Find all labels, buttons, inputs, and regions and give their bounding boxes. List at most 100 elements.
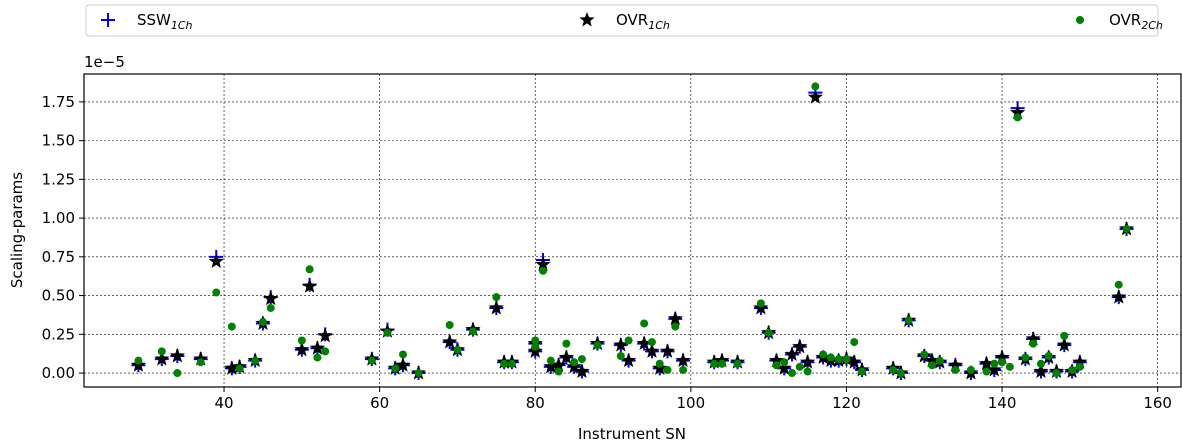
- data-point: [317, 327, 333, 343]
- data-point: [570, 358, 579, 367]
- data-point: [644, 343, 660, 358]
- data-point: [391, 364, 400, 373]
- data-point: [924, 352, 940, 368]
- data-point: [1021, 353, 1030, 362]
- data-point: [846, 354, 862, 369]
- y-tick-label: 0.50: [42, 287, 75, 305]
- data-point: [819, 350, 828, 359]
- data-point: [896, 369, 905, 378]
- data-point: [756, 299, 765, 308]
- data-point: [659, 343, 676, 358]
- data-point: [235, 364, 244, 373]
- plot-frame: [83, 73, 1182, 388]
- data-point: [558, 349, 574, 365]
- x-axis-label: Instrument SN: [578, 425, 686, 443]
- data-point: [1060, 331, 1069, 340]
- data-point: [577, 355, 586, 364]
- legend-marker: [1076, 16, 1084, 24]
- data-point: [453, 345, 462, 354]
- data-point: [469, 327, 478, 336]
- data-point: [263, 290, 279, 306]
- legend-frame: [85, 4, 1159, 37]
- series-circle: [134, 82, 1131, 378]
- data-point: [655, 359, 664, 368]
- data-point: [266, 303, 275, 312]
- data-point: [772, 361, 781, 370]
- data-point: [492, 293, 501, 302]
- data-point: [784, 346, 800, 361]
- data-point: [1025, 330, 1041, 346]
- data-point: [1005, 362, 1014, 371]
- data-point: [258, 317, 267, 326]
- data-point: [826, 353, 835, 362]
- data-point: [764, 328, 773, 337]
- data-point: [986, 361, 1002, 377]
- data-point: [663, 365, 672, 374]
- data-point: [1036, 359, 1045, 368]
- y-tick-label: 1.50: [42, 132, 75, 150]
- data-point: [624, 336, 633, 345]
- y-tick-label: 1.75: [42, 93, 75, 111]
- data-point: [733, 359, 742, 368]
- data-point: [842, 355, 851, 364]
- data-point: [539, 266, 548, 275]
- data-point: [1114, 280, 1123, 289]
- y-tick-label: 0.25: [42, 325, 75, 343]
- x-tick-label: 140: [988, 394, 1017, 412]
- data-point: [550, 357, 567, 372]
- legend-marker: [579, 12, 595, 27]
- data-point: [928, 361, 937, 370]
- data-point: [780, 358, 789, 367]
- data-point: [889, 365, 898, 374]
- data-point: [667, 310, 683, 326]
- data-point: [546, 356, 555, 365]
- data-point: [445, 321, 454, 330]
- data-point: [208, 253, 224, 268]
- data-markers: [130, 82, 1135, 381]
- data-point: [904, 316, 913, 325]
- data-point: [309, 340, 326, 355]
- data-point: [442, 334, 458, 349]
- data-point: [978, 355, 995, 371]
- data-point: [621, 352, 637, 368]
- data-point: [321, 347, 330, 356]
- data-point: [834, 355, 843, 364]
- data-point: [951, 365, 960, 374]
- data-point: [535, 256, 551, 272]
- data-point: [717, 359, 726, 368]
- y-tick-label: 0.00: [42, 364, 75, 382]
- data-point: [574, 363, 590, 378]
- data-point: [792, 338, 808, 354]
- y-axis-label: Scaling-params: [8, 172, 26, 288]
- data-point: [920, 350, 929, 359]
- legend-marker: [101, 13, 115, 27]
- data-point: [966, 365, 975, 374]
- data-point: [251, 356, 260, 365]
- data-point: [154, 351, 170, 366]
- data-point: [787, 369, 796, 378]
- data-point: [488, 299, 504, 315]
- data-point: [640, 319, 649, 328]
- data-point: [1111, 289, 1127, 304]
- data-point: [367, 356, 376, 365]
- y-tick-label: 1.00: [42, 209, 75, 227]
- data-point: [982, 367, 991, 376]
- data-point: [227, 322, 236, 331]
- data-point: [196, 358, 205, 367]
- data-point: [947, 357, 963, 372]
- data-point: [1044, 352, 1053, 361]
- data-point: [998, 358, 1007, 367]
- data-point: [850, 338, 859, 347]
- series-star: [130, 89, 1135, 380]
- data-point: [531, 342, 540, 351]
- data-point: [935, 356, 944, 365]
- data-point: [294, 341, 310, 357]
- data-point: [593, 341, 602, 350]
- data-point: [710, 359, 719, 368]
- data-point: [671, 322, 680, 331]
- y-tick-label: 1.25: [42, 170, 75, 188]
- data-point: [562, 339, 571, 348]
- data-point: [647, 338, 656, 347]
- data-point: [500, 359, 509, 368]
- y-scale-label: 1e−5: [84, 53, 125, 71]
